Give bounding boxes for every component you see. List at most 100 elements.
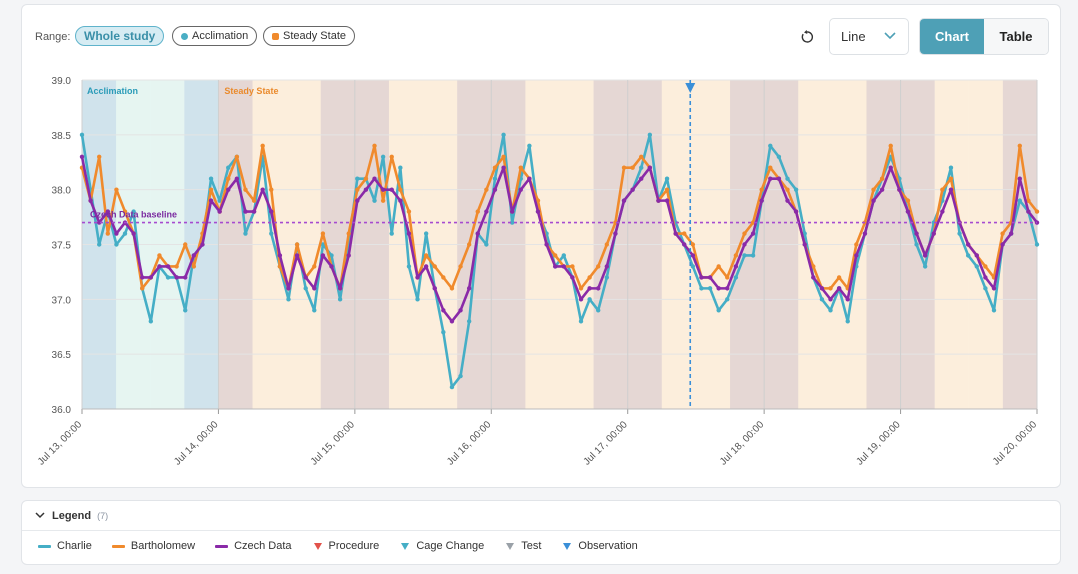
temperature-line-chart: 39.0 38.5 38.0 37.5 37.0 36.5 36.0 Jul 13, 00:0… xyxy=(36,76,1040,468)
range-option-whole-study[interactable]: Whole study xyxy=(75,26,165,46)
reset-button[interactable] xyxy=(798,28,816,46)
baseline-label: Czech Data baseline xyxy=(90,210,177,220)
data-point xyxy=(449,384,455,390)
data-point xyxy=(974,264,979,269)
data-point xyxy=(639,154,644,159)
legend-item-bartholomew[interactable]: Bartholomew xyxy=(111,540,195,552)
data-point xyxy=(707,275,713,280)
data-point xyxy=(596,308,601,313)
data-point xyxy=(355,198,360,203)
legend-item-label: Test xyxy=(521,540,542,552)
data-point xyxy=(389,187,394,192)
data-point xyxy=(914,231,919,236)
data-point xyxy=(501,132,506,138)
data-point xyxy=(776,176,782,181)
data-point xyxy=(217,209,222,214)
data-point xyxy=(725,286,730,291)
data-point xyxy=(991,286,997,291)
data-point xyxy=(509,220,515,225)
data-point xyxy=(105,209,111,214)
data-point xyxy=(122,231,128,236)
data-point xyxy=(432,264,437,269)
data-point xyxy=(269,231,274,236)
data-point xyxy=(131,209,136,214)
legend-header[interactable]: Legend (7) xyxy=(22,501,1060,531)
legend-item-test[interactable]: Test xyxy=(504,540,541,552)
tab-table[interactable]: Table xyxy=(984,19,1048,54)
data-point xyxy=(441,330,446,335)
data-point xyxy=(725,275,730,280)
data-point xyxy=(699,286,704,291)
data-point xyxy=(811,275,816,280)
data-point xyxy=(88,198,93,203)
data-point xyxy=(948,165,954,170)
data-point xyxy=(1034,242,1040,247)
data-point xyxy=(879,187,885,192)
data-point xyxy=(234,154,240,159)
data-point xyxy=(174,275,179,280)
data-point xyxy=(871,198,876,203)
data-point xyxy=(750,253,756,258)
view-select[interactable]: Line xyxy=(829,18,909,55)
data-point xyxy=(914,242,919,247)
data-point xyxy=(226,176,231,181)
data-point xyxy=(621,198,627,203)
view-select-value: Line xyxy=(841,29,866,44)
data-point xyxy=(587,286,592,291)
chart-card: Range: Whole study Acclimation Steady St… xyxy=(21,4,1061,488)
data-point xyxy=(862,231,868,236)
data-point xyxy=(251,198,257,203)
data-point xyxy=(871,187,876,192)
data-point xyxy=(79,132,85,138)
data-point xyxy=(1034,209,1040,214)
data-point xyxy=(303,286,308,291)
x-tick-label: Jul 17, 00:00 xyxy=(582,419,631,468)
data-point xyxy=(277,253,283,258)
phase-label-acclimation: Acclimation xyxy=(87,86,138,96)
data-point xyxy=(621,165,627,170)
legend-item-czech-data[interactable]: Czech Data xyxy=(215,540,292,552)
data-point xyxy=(535,198,541,203)
data-point xyxy=(716,264,721,269)
y-tick-label: 36.5 xyxy=(52,350,72,361)
data-point xyxy=(518,187,523,192)
data-point xyxy=(527,143,532,148)
data-point xyxy=(380,187,386,192)
data-point xyxy=(768,176,773,181)
legend-items: Charlie Bartholomew Czech Data Procedure Cag… xyxy=(38,539,658,553)
data-point xyxy=(191,253,197,258)
range-option-acclimation[interactable]: Acclimation xyxy=(172,26,258,46)
data-point xyxy=(604,275,610,280)
legend-item-procedure[interactable]: Procedure xyxy=(312,540,379,552)
data-point xyxy=(742,242,747,247)
data-point xyxy=(1017,143,1022,148)
data-point xyxy=(320,231,326,236)
data-point xyxy=(845,319,850,324)
data-point xyxy=(432,286,437,291)
view-toggle: Chart Table xyxy=(919,18,1049,55)
data-point xyxy=(759,187,764,192)
data-point xyxy=(286,297,291,302)
data-point xyxy=(277,264,283,269)
legend-item-cage-change[interactable]: Cage Change xyxy=(399,540,484,552)
data-point xyxy=(441,308,446,313)
data-point xyxy=(828,297,833,302)
legend-item-charlie[interactable]: Charlie xyxy=(38,540,92,552)
data-point xyxy=(707,286,713,291)
data-point xyxy=(596,264,601,269)
data-point xyxy=(346,253,351,258)
data-point xyxy=(613,231,618,236)
data-point xyxy=(888,165,893,170)
data-point xyxy=(1017,176,1022,181)
tab-chart[interactable]: Chart xyxy=(920,19,984,54)
legend-item-label: Charlie xyxy=(57,540,92,552)
range-option-steady-state[interactable]: Steady State xyxy=(263,26,355,46)
data-point xyxy=(811,264,816,269)
data-point xyxy=(1000,231,1005,236)
data-point xyxy=(363,187,369,192)
data-point xyxy=(819,286,825,291)
data-point xyxy=(346,231,351,236)
y-tick-label: 39.0 xyxy=(52,76,72,87)
legend-item-observation[interactable]: Observation xyxy=(561,540,638,552)
chart-toolbar: Range: Whole study Acclimation Steady St… xyxy=(22,5,1060,69)
